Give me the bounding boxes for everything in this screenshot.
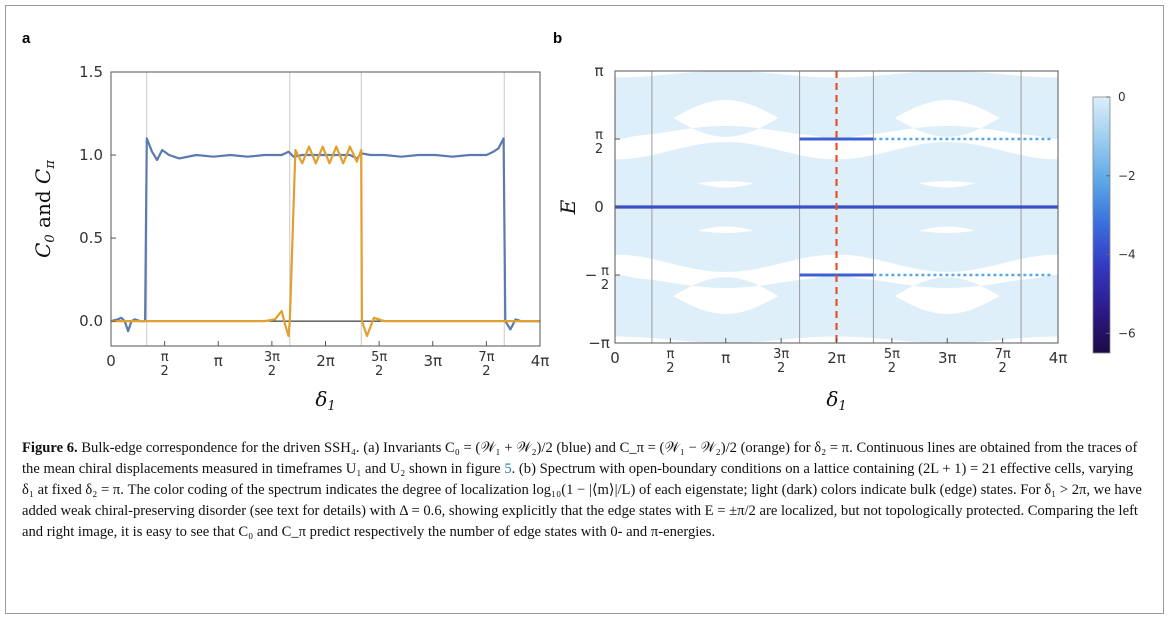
svg-text:3π: 3π xyxy=(264,350,280,365)
panel-a-ytick-label-3: 1.5 xyxy=(79,63,103,81)
caption-body-2: . (b) Spectrum with open-boundary condit… xyxy=(22,461,1142,540)
panel-a-xtick-label-1: π2 xyxy=(160,350,168,379)
panel-b-xtick-label-7: 7π2 xyxy=(995,347,1011,376)
colorbar-tick-label-3: −6 xyxy=(1118,326,1136,340)
svg-text:4π: 4π xyxy=(531,352,550,370)
svg-text:2: 2 xyxy=(777,361,785,376)
svg-text:0: 0 xyxy=(610,349,620,367)
svg-text:5π: 5π xyxy=(884,347,900,362)
svg-text:3π: 3π xyxy=(773,347,789,362)
svg-text:2: 2 xyxy=(595,142,603,157)
panel-b-ytick-label-0: π xyxy=(594,62,603,80)
panel-a-ytick-label-0: 0.0 xyxy=(79,312,103,330)
panel-a-xtick-label-2: π xyxy=(214,352,223,370)
panel-b-ytick-label-3: − π2 xyxy=(585,264,609,293)
svg-text:π: π xyxy=(721,349,730,367)
panel-b-xtick-label-2: π xyxy=(721,349,730,367)
series-line-cpi xyxy=(111,145,540,338)
panel-b-xtick-label-5: 5π2 xyxy=(884,347,900,376)
svg-text:2π: 2π xyxy=(827,349,846,367)
colorbar-tick-label-2: −4 xyxy=(1118,248,1136,262)
svg-text:7π: 7π xyxy=(995,347,1011,362)
svg-text:2: 2 xyxy=(268,364,276,379)
panel-b-xtick-label-6: 3π xyxy=(938,349,957,367)
bulk-band-1 xyxy=(615,71,1058,139)
panel-b-label: b xyxy=(553,30,563,47)
svg-text:7π: 7π xyxy=(478,350,494,365)
caption-lead: Figure 6. xyxy=(22,440,78,456)
svg-text:2: 2 xyxy=(998,361,1006,376)
svg-text:−π: −π xyxy=(588,334,610,352)
bulk-band-4 xyxy=(615,275,1058,343)
panel-a-label: a xyxy=(22,30,31,47)
svg-text:π: π xyxy=(666,347,674,362)
svg-text:π: π xyxy=(161,350,169,365)
panel-b-ytick-label-4: −π xyxy=(588,334,610,352)
panel-a-xtick-label-4: 2π xyxy=(316,352,335,370)
svg-text:2: 2 xyxy=(601,278,609,293)
svg-text:2: 2 xyxy=(666,361,674,376)
svg-text:2: 2 xyxy=(482,364,490,379)
svg-text:π: π xyxy=(214,352,223,370)
panel-b-xtick-label-4: 2π xyxy=(827,349,846,367)
panel-b-ytick-label-1: π2 xyxy=(595,128,603,157)
colorbar-tick-label-1: −2 xyxy=(1118,169,1136,183)
panel-b-xtick-label-0: 0 xyxy=(610,349,620,367)
panel-a-xtick-label-5: 5π2 xyxy=(371,350,387,379)
svg-text:0: 0 xyxy=(594,198,604,216)
svg-text:3π: 3π xyxy=(938,349,957,367)
figure-frame xyxy=(5,5,1164,614)
svg-text:−: − xyxy=(585,266,598,284)
caption-figure-link[interactable]: 5 xyxy=(504,461,512,477)
svg-text:5π: 5π xyxy=(371,350,387,365)
svg-text:3π: 3π xyxy=(423,352,442,370)
svg-text:2π: 2π xyxy=(316,352,335,370)
panel-b-ylabel: E xyxy=(556,199,580,215)
panel-a-xtick-label-6: 3π xyxy=(423,352,442,370)
svg-text:π: π xyxy=(595,128,603,143)
panel-a-xtick-label-0: 0 xyxy=(106,352,116,370)
svg-text:π: π xyxy=(601,264,609,279)
panel-b-xlabel: δ1 xyxy=(826,387,846,414)
colorbar-tick-label-0: 0 xyxy=(1118,90,1126,104)
panel-b-xtick-label-3: 3π2 xyxy=(773,347,789,376)
panel-a-xtick-label-7: 7π2 xyxy=(478,350,494,379)
svg-text:4π: 4π xyxy=(1049,349,1068,367)
panel-b-xtick-label-1: π2 xyxy=(666,347,674,376)
colorbar: 0 −2 −4 −6 xyxy=(1092,90,1136,354)
svg-text:π: π xyxy=(594,62,603,80)
colorbar-gradient xyxy=(1092,96,1111,354)
caption-body-1: Bulk-edge correspondence for the driven … xyxy=(22,440,1138,477)
panel-a-xtick-label-8: 4π xyxy=(531,352,550,370)
svg-text:2: 2 xyxy=(160,364,168,379)
svg-text:δ1: δ1 xyxy=(826,387,846,414)
panel-a-ytick-label-2: 1.0 xyxy=(79,146,103,164)
panel-a-xtick-label-3: 3π2 xyxy=(264,350,280,379)
svg-text:2: 2 xyxy=(888,361,896,376)
svg-text:E: E xyxy=(556,199,580,215)
svg-text:0: 0 xyxy=(106,352,116,370)
svg-text:2: 2 xyxy=(375,364,383,379)
panel-a-ytick-label-1: 0.5 xyxy=(79,229,103,247)
panel-b-xtick-label-8: 4π xyxy=(1049,349,1068,367)
figure-caption: Figure 6. Bulk-edge correspondence for t… xyxy=(22,438,1147,543)
panel-b-ytick-label-2: 0 xyxy=(594,198,604,216)
